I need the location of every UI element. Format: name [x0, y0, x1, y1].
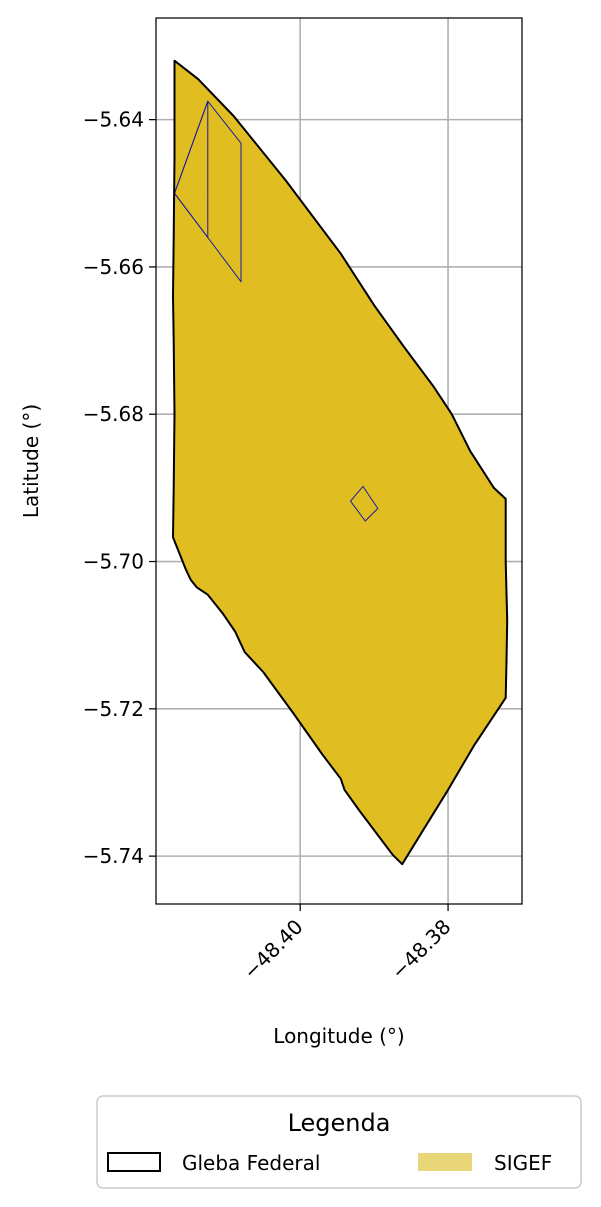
gleba-federal-boundary: [172, 59, 509, 866]
legend-swatch-gleba-federal: [107, 1152, 161, 1172]
legend-label-sigef: SIGEF: [494, 1151, 552, 1175]
sigef-parcel: [174, 100, 209, 238]
x-tick-label: −48.38: [386, 915, 455, 984]
y-tick-label: −5.70: [83, 550, 144, 574]
sigef-parcel: [350, 485, 379, 522]
legend-title: Legenda: [288, 1109, 391, 1137]
y-tick-label: −5.68: [83, 402, 144, 426]
plot-frame: [155, 17, 523, 905]
y-axis-title: Latitude (°): [19, 404, 43, 518]
sigef-area-fill: [173, 60, 508, 865]
legend: Legenda Gleba Federal SIGEF: [96, 1095, 582, 1189]
y-tick-label: −5.74: [83, 844, 144, 868]
y-tick-label: −5.64: [83, 108, 144, 132]
legend-swatch-sigef: [418, 1153, 472, 1171]
y-tick-label: −5.72: [83, 697, 144, 721]
geometry-layer: [172, 59, 509, 866]
x-axis-title: Longitude (°): [273, 1024, 404, 1048]
y-tick-label: −5.66: [83, 255, 144, 279]
x-tick-label: −48.40: [238, 915, 307, 984]
legend-label-gleba-federal: Gleba Federal: [182, 1151, 320, 1175]
